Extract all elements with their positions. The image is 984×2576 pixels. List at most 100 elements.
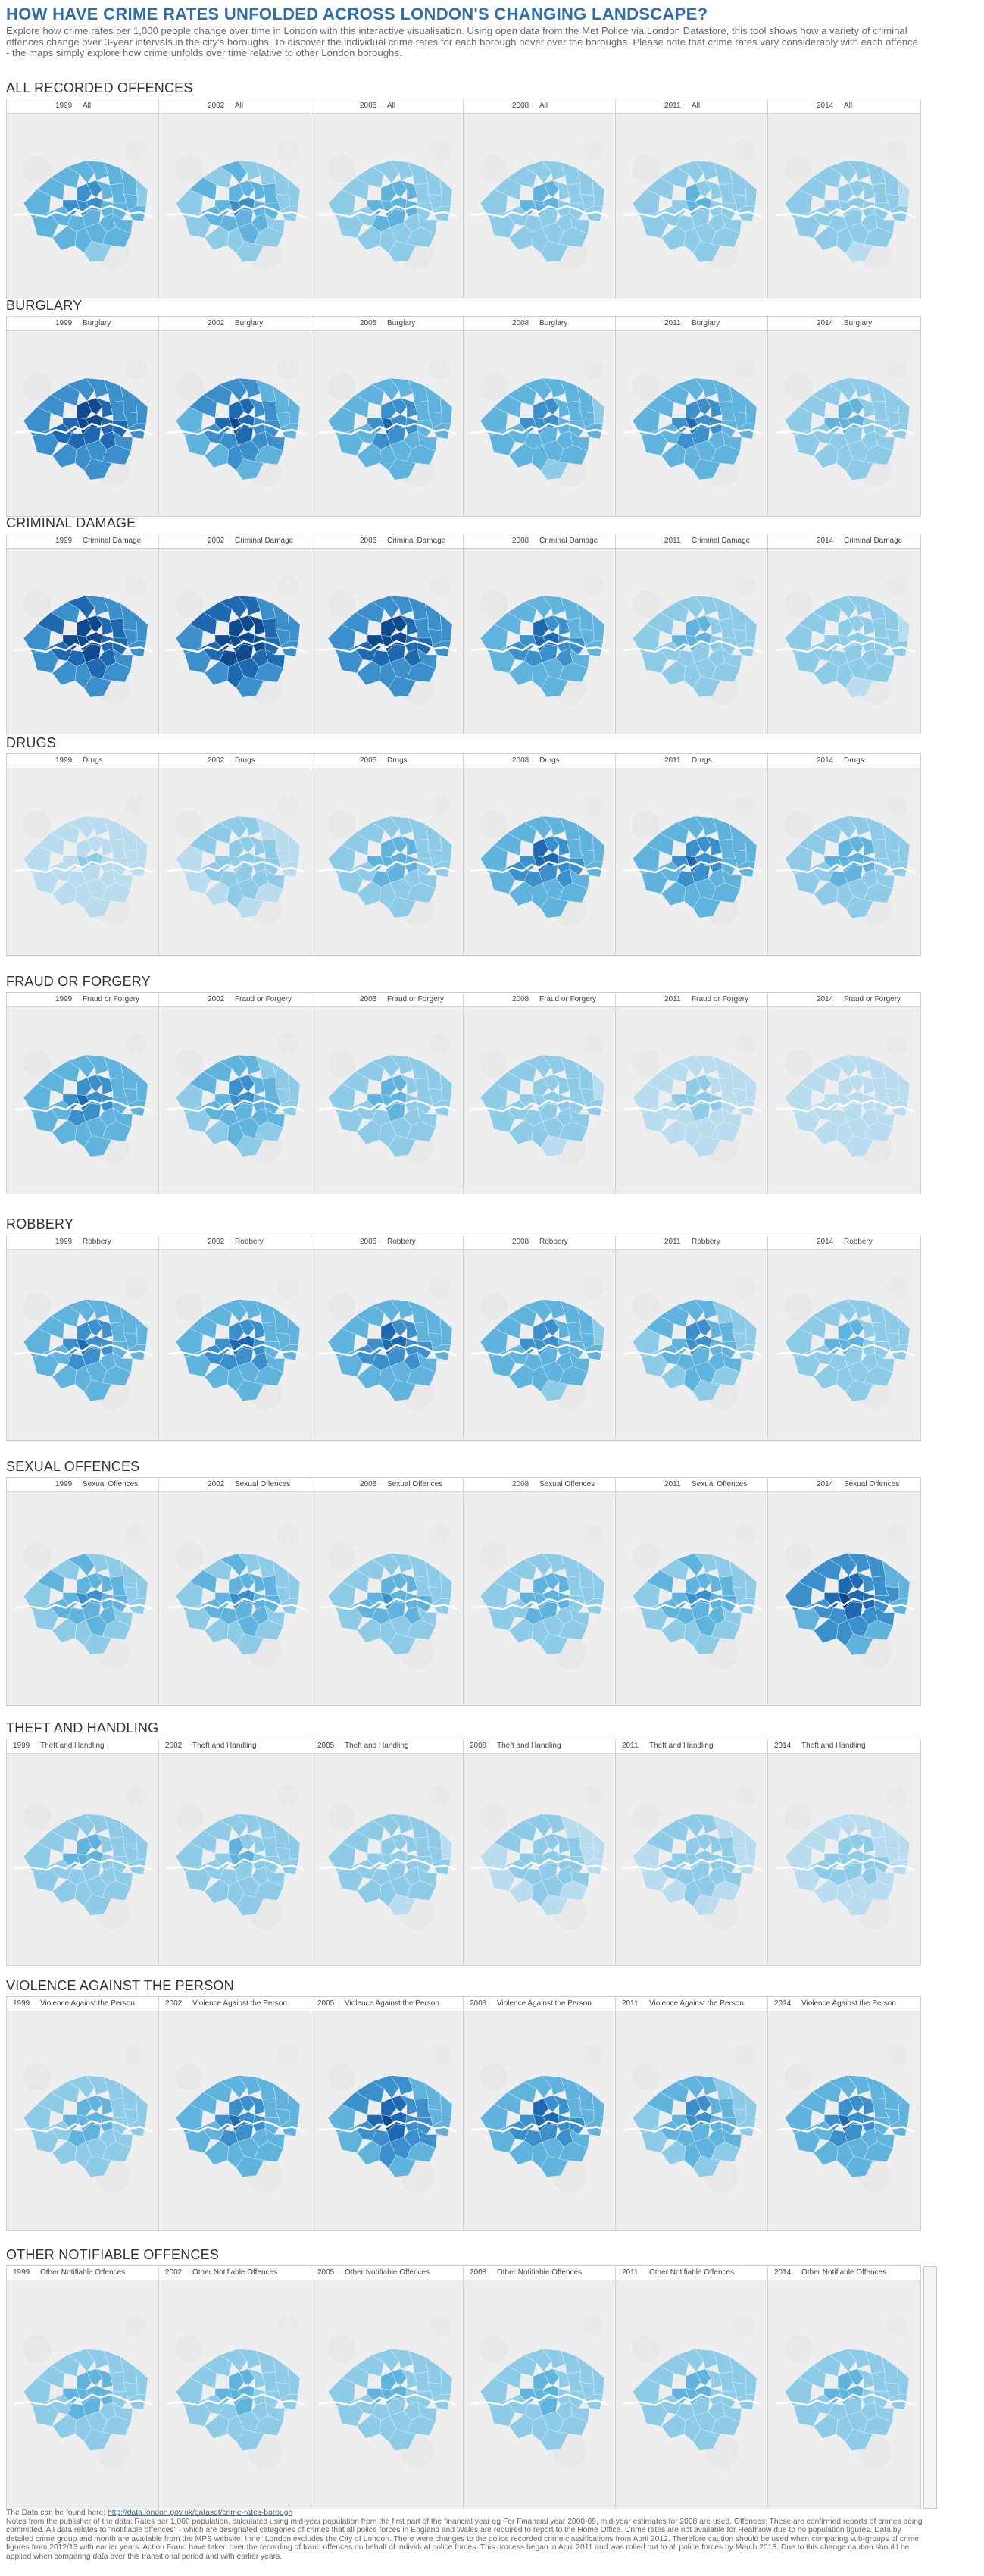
- borough-shape[interactable]: [439, 1831, 453, 1860]
- borough-shape[interactable]: [439, 1570, 453, 1599]
- borough-shape[interactable]: [336, 211, 364, 239]
- borough-shape[interactable]: [248, 397, 266, 418]
- borough-shape[interactable]: [367, 634, 385, 651]
- borough-shape[interactable]: [112, 1107, 133, 1128]
- borough-shape[interactable]: [848, 180, 865, 198]
- borough-shape[interactable]: [519, 1853, 537, 1869]
- borough-shape[interactable]: [202, 2355, 233, 2377]
- borough-shape[interactable]: [691, 643, 711, 663]
- borough-shape[interactable]: [540, 2155, 569, 2177]
- borough-shape[interactable]: [671, 1592, 689, 1608]
- borough-shape[interactable]: [857, 615, 876, 636]
- borough-shape[interactable]: [112, 430, 133, 452]
- borough-shape[interactable]: [287, 1831, 301, 1860]
- borough-shape[interactable]: [539, 864, 558, 884]
- borough-shape[interactable]: [237, 1299, 261, 1319]
- borough-shape[interactable]: [239, 1319, 255, 1336]
- borough-shape[interactable]: [112, 1866, 133, 1887]
- borough-shape[interactable]: [659, 383, 689, 406]
- borough-shape[interactable]: [389, 160, 414, 181]
- borough-shape[interactable]: [239, 835, 255, 853]
- borough-shape[interactable]: [386, 643, 406, 663]
- borough-shape[interactable]: [507, 1559, 537, 1581]
- borough-shape[interactable]: [36, 2092, 65, 2115]
- borough-shape[interactable]: [50, 166, 80, 189]
- borough-shape[interactable]: [507, 2355, 537, 2377]
- borough-shape[interactable]: [632, 406, 661, 437]
- borough-shape[interactable]: [736, 1598, 756, 1614]
- borough-shape[interactable]: [784, 189, 813, 219]
- borough-shape[interactable]: [493, 1830, 522, 1854]
- borough-shape[interactable]: [237, 595, 261, 616]
- borough-shape[interactable]: [400, 1572, 418, 1593]
- borough-shape[interactable]: [584, 1859, 604, 1875]
- borough-shape[interactable]: [811, 1819, 842, 1842]
- borough-shape[interactable]: [23, 844, 52, 875]
- borough-shape[interactable]: [798, 177, 826, 201]
- borough-shape[interactable]: [874, 430, 895, 452]
- borough-shape[interactable]: [676, 1553, 704, 1576]
- borough-shape[interactable]: [896, 2366, 910, 2395]
- borough-shape[interactable]: [691, 1601, 711, 1620]
- borough-shape[interactable]: [489, 867, 516, 894]
- borough-shape[interactable]: [659, 1559, 689, 1581]
- borough-shape[interactable]: [76, 1836, 92, 1855]
- borough-shape[interactable]: [82, 426, 102, 446]
- borough-shape[interactable]: [264, 648, 286, 669]
- borough-shape[interactable]: [569, 430, 590, 452]
- borough-shape[interactable]: [659, 1820, 689, 1842]
- borough-shape[interactable]: [391, 2095, 408, 2112]
- borough-shape[interactable]: [228, 1322, 245, 1341]
- borough-shape[interactable]: [388, 896, 417, 919]
- borough-shape[interactable]: [417, 213, 438, 234]
- borough-shape[interactable]: [237, 2349, 261, 2369]
- borough-shape[interactable]: [228, 838, 245, 858]
- borough-shape[interactable]: [838, 1077, 854, 1097]
- borough-shape[interactable]: [641, 211, 668, 239]
- borough-shape[interactable]: [798, 1315, 826, 1339]
- borough-shape[interactable]: [828, 595, 857, 619]
- borough-shape[interactable]: [685, 1077, 701, 1097]
- borough-shape[interactable]: [543, 835, 560, 853]
- borough-shape[interactable]: [844, 864, 863, 884]
- borough-shape[interactable]: [569, 213, 590, 234]
- borough-shape[interactable]: [327, 1842, 356, 1872]
- borough-shape[interactable]: [367, 855, 385, 872]
- borough-shape[interactable]: [228, 1077, 245, 1097]
- borough-shape[interactable]: [793, 1106, 820, 1133]
- borough-shape[interactable]: [264, 1351, 286, 1373]
- borough-shape[interactable]: [234, 643, 254, 663]
- borough-shape[interactable]: [341, 832, 370, 856]
- borough-shape[interactable]: [828, 815, 857, 840]
- borough-shape[interactable]: [632, 2377, 661, 2407]
- borough-shape[interactable]: [744, 834, 758, 862]
- borough-shape[interactable]: [523, 1299, 552, 1322]
- borough-shape[interactable]: [542, 2075, 566, 2096]
- borough-shape[interactable]: [695, 835, 712, 853]
- borough-shape[interactable]: [592, 1570, 605, 1599]
- borough-shape[interactable]: [184, 646, 211, 674]
- borough-shape[interactable]: [539, 208, 558, 228]
- borough-shape[interactable]: [721, 648, 742, 669]
- borough-shape[interactable]: [264, 1107, 286, 1128]
- borough-shape[interactable]: [239, 2095, 255, 2112]
- borough-shape[interactable]: [62, 2388, 80, 2404]
- borough-shape[interactable]: [85, 160, 109, 181]
- borough-shape[interactable]: [671, 417, 689, 434]
- borough-shape[interactable]: [828, 1552, 857, 1576]
- borough-shape[interactable]: [704, 615, 723, 636]
- borough-shape[interactable]: [811, 822, 842, 844]
- borough-shape[interactable]: [341, 1316, 370, 1339]
- borough-shape[interactable]: [236, 2155, 264, 2177]
- borough-shape[interactable]: [50, 601, 80, 624]
- borough-shape[interactable]: [386, 1601, 406, 1620]
- borough-shape[interactable]: [692, 896, 721, 919]
- borough-shape[interactable]: [83, 1633, 112, 1655]
- borough-shape[interactable]: [889, 1598, 909, 1614]
- borough-shape[interactable]: [336, 867, 364, 894]
- borough-shape[interactable]: [523, 2349, 552, 2372]
- borough-shape[interactable]: [391, 2368, 408, 2386]
- borough-shape[interactable]: [287, 613, 301, 642]
- borough-shape[interactable]: [76, 618, 92, 637]
- borough-shape[interactable]: [432, 640, 451, 657]
